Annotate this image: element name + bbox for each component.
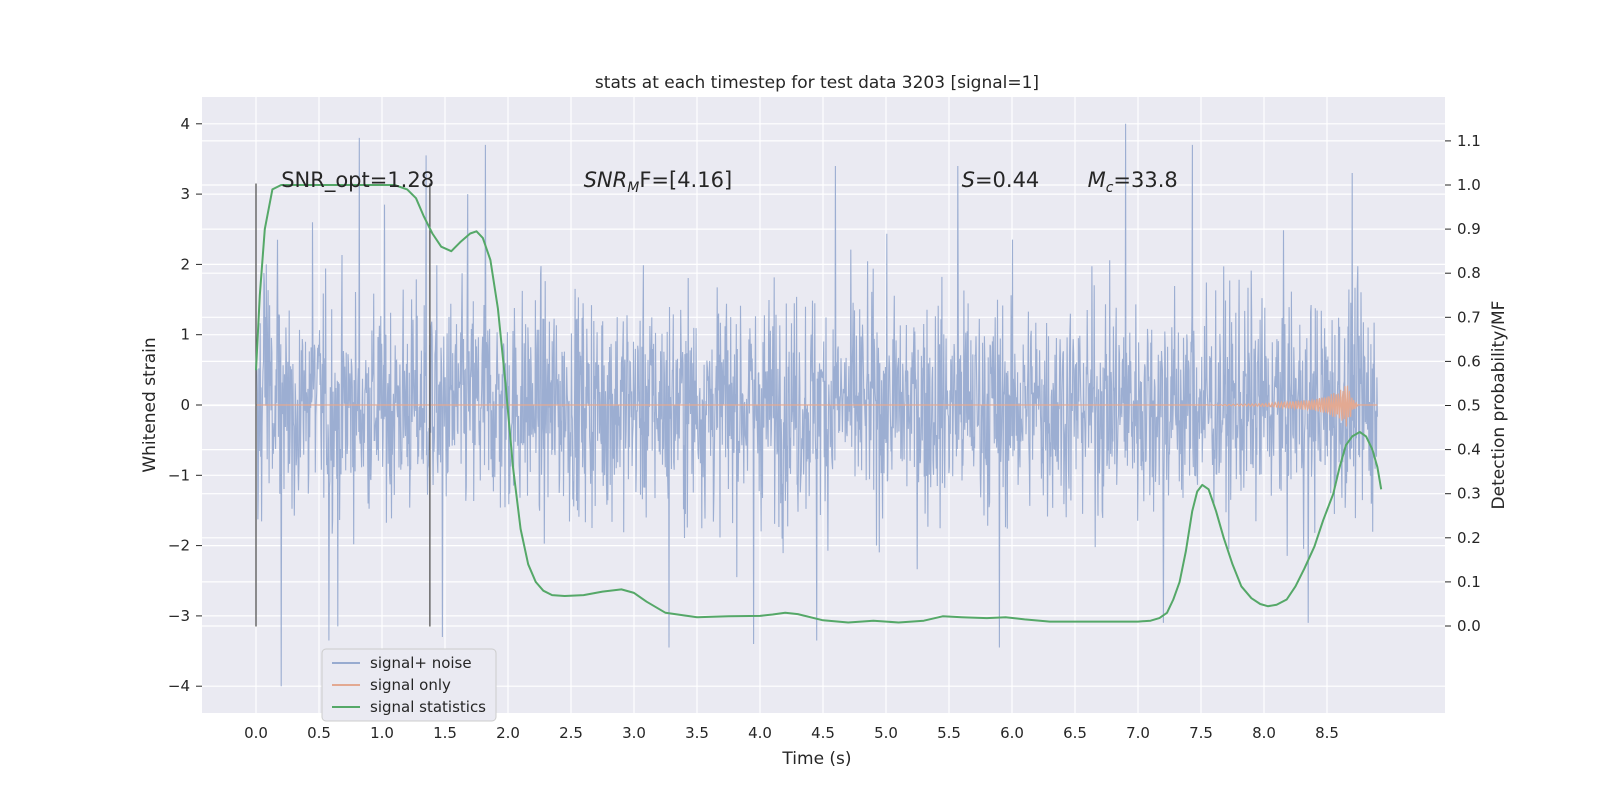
chart-title: stats at each timestep for test data 320…: [595, 73, 1039, 93]
vertical-markers: [255, 183, 431, 627]
legend-label: signal only: [370, 676, 451, 694]
x-tick-label: 7.5: [1189, 724, 1213, 742]
annotation-symbol: M: [1088, 168, 1106, 192]
annotation-text: S=0.44: [962, 168, 1040, 192]
annotation-value: F=[4.16]: [639, 168, 732, 192]
x-tick-label: 6.5: [1063, 724, 1087, 742]
x-tick-label: 2.0: [496, 724, 520, 742]
noise-line: [255, 123, 1378, 687]
annotation-subscript: M: [627, 180, 639, 196]
y-axis-label-right: Detection probability/MF: [1489, 301, 1509, 510]
statistics-line: [255, 184, 1383, 624]
legend-box: [321, 648, 497, 722]
annotation-value: =0.44: [975, 168, 1039, 192]
y-tick-label-right: 0.7: [1457, 308, 1481, 326]
y-tick-label-left: 0: [180, 396, 190, 414]
y-tick-label-right: 0.0: [1457, 617, 1481, 635]
x-tick-label: 4.0: [748, 724, 772, 742]
annotation-text: Mc=33.8: [1088, 168, 1178, 196]
series-signal-noise: [255, 123, 1378, 687]
y-tick-label-left: −1: [168, 466, 190, 484]
annotation-value: =33.8: [1113, 168, 1177, 192]
legend-label: signal+ noise: [370, 654, 472, 672]
x-tick-label: 0.0: [244, 724, 268, 742]
x-tick-label: 2.5: [559, 724, 583, 742]
y-tick-label-left: 4: [180, 115, 190, 133]
y-axis-label-left: Whitened strain: [140, 337, 160, 472]
y-tick-label-right: 0.3: [1457, 485, 1481, 503]
y-tick-label-right: 0.2: [1457, 529, 1481, 547]
annotations: SNR_opt=1.28 SNRMF=[4.16] S=0.44 Mc=33.8: [281, 168, 1178, 196]
annotation-text: SNR_opt=1.28: [281, 168, 434, 193]
x-tick-label: 0.5: [307, 724, 331, 742]
y-tick-label-right: 0.5: [1457, 397, 1481, 415]
series-signal-only: [256, 385, 1378, 427]
annotation-subscript: c: [1106, 180, 1114, 196]
y-tick-label-left: 2: [180, 255, 190, 273]
y-tick-label-left: −2: [168, 537, 190, 555]
tick-labels: 0.0 0.5 1.0 1.5 2.0 2.5 3.0 3.5 4.0 4.5 5.0 5.5 6.0 6…: [168, 115, 1481, 742]
y-tick-label-left: −4: [168, 677, 190, 695]
y-tick-label-right: 1.0: [1457, 176, 1481, 194]
x-tick-label: 8.5: [1315, 724, 1339, 742]
x-tick-label: 3.5: [685, 724, 709, 742]
y-tick-label-right: 0.4: [1457, 441, 1481, 459]
x-axis-label: Time (s): [781, 749, 851, 769]
x-tick-label: 1.5: [433, 724, 457, 742]
annotation-symbol: S: [962, 168, 975, 192]
y-tick-label-right: 0.1: [1457, 573, 1481, 591]
y-tick-label-right: 0.6: [1457, 352, 1481, 370]
x-tick-label: 1.0: [370, 724, 394, 742]
y-tick-label-right: 0.9: [1457, 220, 1481, 238]
x-tick-label: 8.0: [1252, 724, 1276, 742]
x-tick-label: 3.0: [622, 724, 646, 742]
x-tick-label: 4.5: [811, 724, 835, 742]
legend-label: signal statistics: [370, 698, 486, 716]
y-tick-label-left: −3: [168, 607, 190, 625]
y-tick-label-right: 0.8: [1457, 264, 1481, 282]
y-tick-label-right: 1.1: [1457, 132, 1481, 150]
annotation-text: SNRMF=[4.16]: [584, 168, 733, 196]
x-tick-label: 6.0: [1000, 724, 1024, 742]
x-tick-label: 7.0: [1126, 724, 1150, 742]
y-tick-label-left: 3: [180, 185, 190, 203]
legend: signal+ noise signal only signal statistic…: [321, 648, 497, 722]
series-signal-statistics: [255, 184, 1383, 624]
signal-only-line: [256, 385, 1378, 427]
x-tick-label: 5.5: [937, 724, 961, 742]
annotation-symbol: SNR: [584, 168, 628, 192]
x-tick-label: 5.0: [874, 724, 898, 742]
y-tick-label-left: 1: [180, 326, 190, 344]
